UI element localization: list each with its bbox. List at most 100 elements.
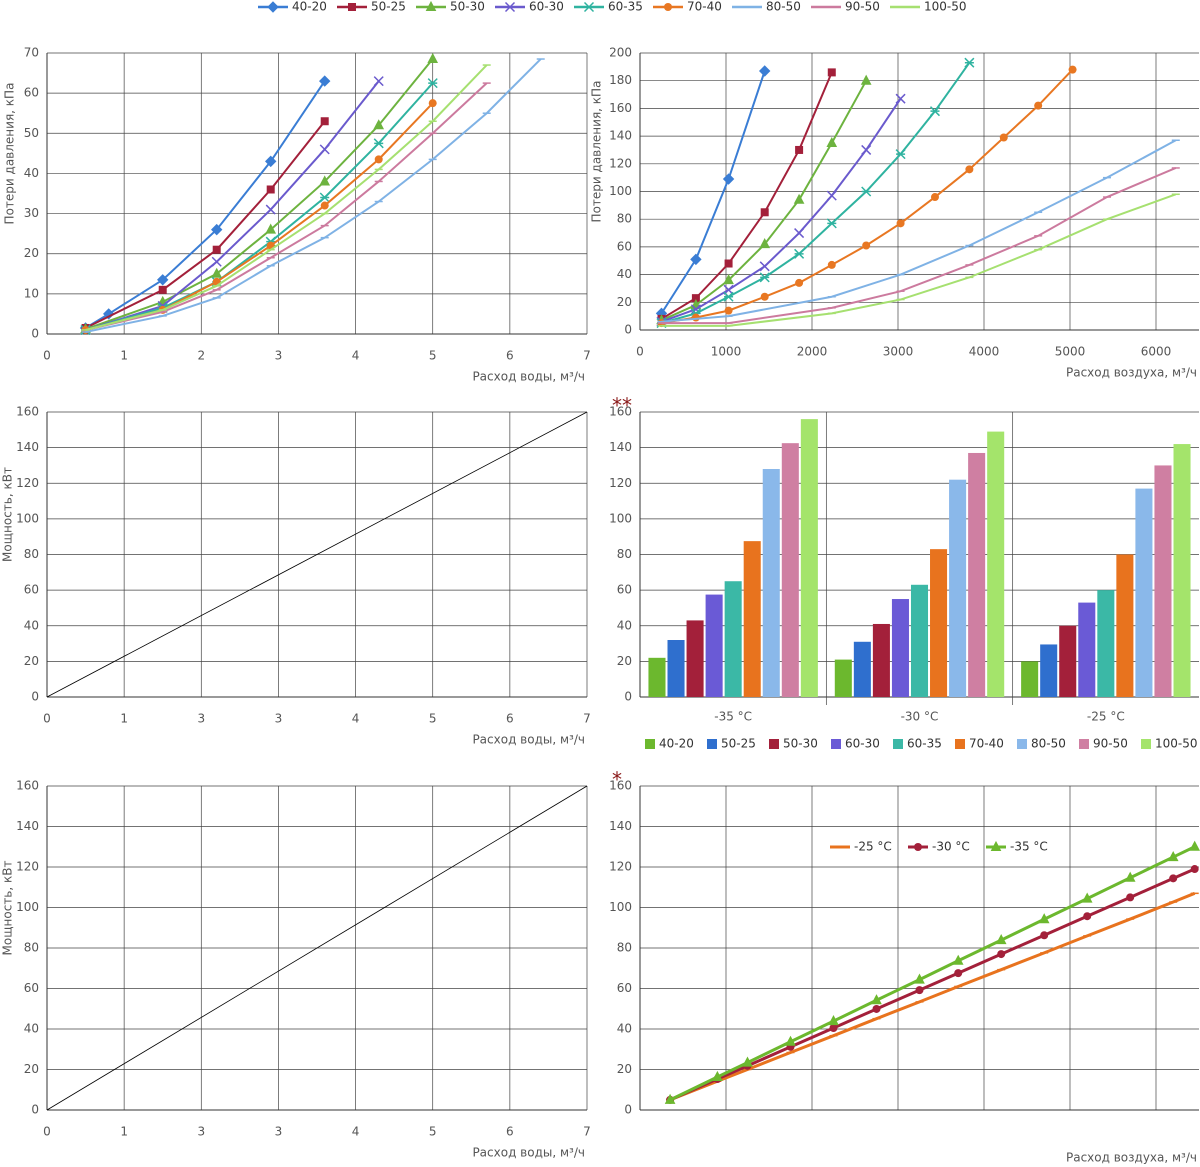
marker [862,241,871,250]
legend-label: 80-50 [766,0,801,14]
bar [1059,625,1077,697]
y-tick-label: 40 [617,618,632,632]
legend-label: 80-50 [1031,737,1066,751]
marker [1038,913,1050,924]
x-axis-label: Расход воздуха, м³/ч [1066,366,1197,380]
y-tick-label: 30 [24,206,39,220]
x-tick-label: 1 [120,1125,128,1139]
y-axis-label: Мощность, кВт [1,467,15,562]
y-tick-label: 60 [24,86,39,100]
y-tick-label: 20 [617,1062,632,1076]
marker [914,973,925,984]
bar [705,594,723,697]
marker [1189,840,1200,851]
marker [158,285,167,294]
marker [965,165,974,174]
marker [871,994,882,1005]
marker [1068,65,1077,74]
marker [267,1,279,13]
x-tick-label: 1 [120,349,128,363]
marker [157,274,169,286]
y-tick-label: 160 [16,779,39,793]
line [660,72,833,320]
x-tick-label: 0 [636,345,644,359]
marker [427,52,439,64]
x-tick-label: 3 [197,1125,205,1139]
marker [1034,101,1043,110]
marker [793,193,805,204]
y-tick-label: 160 [609,405,632,419]
marker [759,238,771,249]
marker [427,78,438,89]
x-tick-label: -30 °C [901,710,939,724]
x-axis-label: Расход воды, м³/ч [472,370,585,384]
line [661,167,1177,325]
x-tick-label: 4 [352,712,360,726]
x-axis-label: Расход воды, м³/ч [472,1146,585,1160]
annotation: * [612,768,622,792]
x-tick-label: 3 [275,1125,283,1139]
marker [691,313,700,322]
x-tick-label: 5 [429,1125,437,1139]
y-tick-label: 60 [617,239,632,253]
marker [712,1070,723,1081]
marker [211,256,222,267]
marker [795,278,804,287]
y-tick-label: 50 [24,126,39,140]
marker [1083,912,1092,921]
bar [1021,661,1039,697]
x-tick-label: 2000 [797,345,828,359]
marker [723,274,734,285]
bar [1116,554,1134,697]
marker [583,1,595,13]
marker [999,133,1008,142]
y-tick-label: 0 [31,690,39,704]
marker [374,155,383,164]
marker [504,1,516,13]
line [669,845,1196,1102]
y-tick-label: 120 [609,156,632,170]
bar [853,641,871,697]
marker [724,306,733,315]
y-tick-label: 120 [16,860,39,874]
y-tick-label: 0 [624,1103,632,1117]
y-tick-label: 40 [617,267,632,281]
bar [949,479,967,697]
y-tick-label: 60 [617,583,632,597]
legend-label: 90-50 [845,0,880,14]
line [85,64,488,331]
x-tick-label: -35 °C [714,710,752,724]
marker [723,291,734,302]
y-tick-label: 80 [24,547,39,561]
y-tick-label: 0 [31,1103,39,1117]
marker [826,190,837,201]
line [85,120,326,329]
y-tick-label: 10 [24,286,39,300]
marker [265,204,276,215]
x-tick-label: 6 [506,349,514,363]
y-tick-label: 60 [24,583,39,597]
x-tick-label: 6 [506,712,514,726]
bar [648,657,666,697]
bar [872,623,890,697]
line [85,80,326,329]
y-tick-label: 20 [24,1062,39,1076]
y-tick-label: 80 [617,212,632,226]
marker [759,261,770,272]
y-tick-label: 60 [24,981,39,995]
legend-label: 50-30 [783,737,818,751]
y-tick-label: 140 [609,819,632,833]
y-tick-label: 140 [16,819,39,833]
marker [826,136,838,148]
x-tick-label: 4 [352,349,360,363]
line [669,891,1196,1102]
marker [1169,874,1178,883]
legend-label: 60-35 [907,737,942,751]
marker [373,76,384,87]
y-tick-label: 100 [609,511,632,525]
marker [794,228,805,239]
y-tick-label: 140 [609,129,632,143]
y-tick-label: 100 [16,900,39,914]
bar [667,640,685,697]
bar [1040,644,1058,697]
